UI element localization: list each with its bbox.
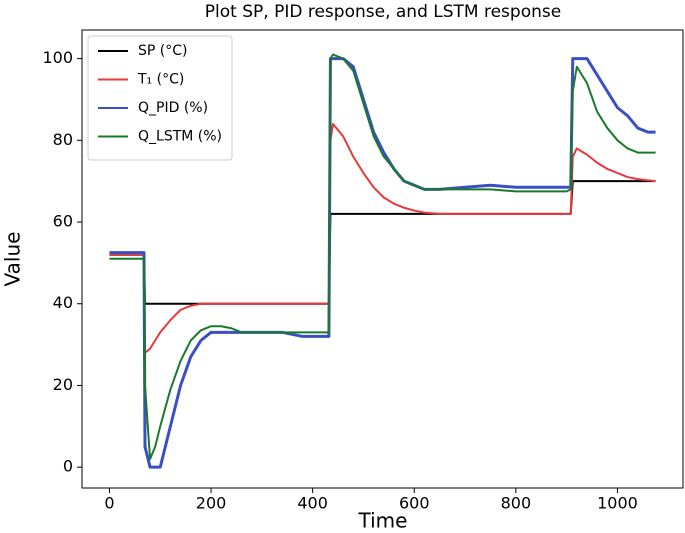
- x-tick-label: 600: [399, 494, 430, 513]
- y-tick-label: 80: [53, 130, 73, 149]
- legend-label: Q_LSTM (%): [138, 129, 222, 145]
- series-line: [109, 53, 656, 460]
- legend-label: T₁ (°C): [137, 72, 184, 88]
- series-line: [109, 180, 656, 305]
- x-tick-label: 400: [297, 494, 328, 513]
- y-axis-label: Value: [1, 232, 25, 287]
- y-tick-label: 40: [53, 293, 73, 312]
- x-tick-label: 200: [196, 494, 227, 513]
- plot-frame: [81, 29, 684, 489]
- series-line: [109, 57, 656, 469]
- x-tick-label: 1000: [597, 494, 638, 513]
- x-tick-label: 0: [104, 494, 114, 513]
- x-tick-label: 800: [501, 494, 532, 513]
- y-tick-label: 0: [63, 457, 73, 476]
- series-line: [109, 122, 656, 354]
- legend-label: Q_PID (%): [138, 100, 208, 116]
- y-tick-label: 60: [53, 212, 73, 231]
- legend-label: SP (°C): [138, 43, 187, 59]
- y-tick-label: 20: [53, 375, 73, 394]
- chart-title: Plot SP, PID response, and LSTM response: [205, 2, 561, 22]
- x-axis-label: Time: [358, 509, 408, 533]
- y-tick-label: 100: [42, 48, 73, 67]
- legend-box: [87, 35, 233, 161]
